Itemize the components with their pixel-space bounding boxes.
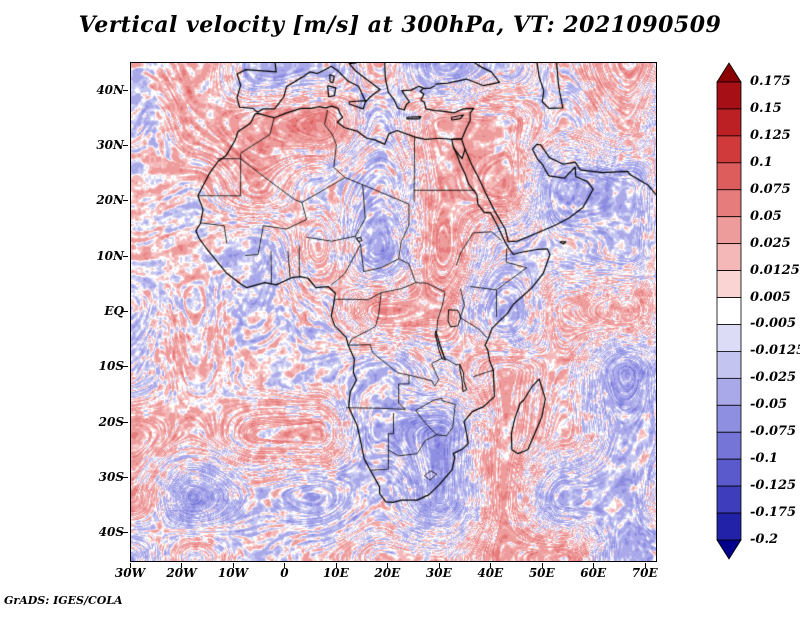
x-tick-mark <box>181 563 183 568</box>
grads-credit: GrADS: IGES/COLA <box>4 594 123 607</box>
colorbar-band <box>716 377 742 406</box>
colorbar-band <box>716 539 742 560</box>
colorbar-tick-label: 0.05 <box>750 208 782 224</box>
plot-title: Vertical velocity [m/s] at 300hPa, VT: 2… <box>78 12 722 38</box>
x-tick-label: 0 <box>280 566 289 580</box>
x-tick-mark <box>232 563 234 568</box>
y-tick-mark <box>123 532 128 534</box>
colorbar-tick-label: -0.175 <box>750 505 797 521</box>
colorbar-band <box>716 108 742 137</box>
colorbar-tick-label: 0.1 <box>750 154 773 170</box>
y-tick-mark <box>123 477 128 478</box>
colorbar-tick-label: -0.2 <box>750 532 779 547</box>
x-tick-label: 30W <box>114 566 146 580</box>
colorbar-band <box>716 162 742 191</box>
x-tick-label: 30E <box>425 566 452 580</box>
y-tick-label: EQ <box>104 304 124 318</box>
colorbar-band <box>716 243 742 271</box>
colorbar-band <box>716 324 742 352</box>
colorbar-tick-label: 0.025 <box>750 235 791 251</box>
colorbar-tick-label: 0.175 <box>750 74 791 89</box>
colorbar-gradient <box>716 62 742 560</box>
colorbar-tick-label: 0.075 <box>750 181 791 197</box>
y-tick-mark <box>123 200 128 202</box>
colorbar-band <box>716 189 742 218</box>
x-tick-label: 10W <box>217 566 249 580</box>
x-tick-mark <box>335 563 337 568</box>
colorbar-tick-label: -0.025 <box>750 370 797 386</box>
y-tick-label: 10N <box>96 248 124 263</box>
y-tick-mark <box>123 311 128 312</box>
colorbar-band <box>716 404 742 433</box>
x-tick-label: 70E <box>631 566 658 580</box>
x-tick-label: 10E <box>322 566 349 580</box>
y-tick-mark <box>123 366 128 368</box>
map-frame <box>130 62 657 562</box>
y-tick-mark <box>123 421 128 423</box>
colorbar-band <box>716 81 742 110</box>
colorbar-band <box>716 512 742 541</box>
colorbar-band <box>716 297 742 325</box>
colorbar-tick-label: 0.0125 <box>750 262 800 278</box>
colorbar-tick-label: 0.15 <box>750 100 782 116</box>
colorbar-tick-label: -0.0125 <box>750 343 800 359</box>
y-tick-label: 20S <box>98 414 124 429</box>
colorbar-tick-label: 0.005 <box>750 289 791 305</box>
y-tick-label: 40N <box>96 82 124 97</box>
x-tick-mark <box>130 563 131 568</box>
colorbar-band <box>716 485 742 514</box>
x-tick-mark <box>284 563 286 568</box>
colorbar-tick-label: -0.05 <box>750 397 788 413</box>
colorbar-tick-label: -0.075 <box>750 424 797 440</box>
colorbar-tick-label: -0.125 <box>750 478 797 494</box>
x-tick-mark <box>593 563 595 568</box>
y-tick-label: 20N <box>96 193 124 208</box>
y-tick-label: 30S <box>98 470 124 484</box>
x-tick-mark <box>387 563 389 568</box>
y-tick-mark <box>123 255 128 257</box>
colorbar <box>716 62 746 560</box>
y-tick-label: 10S <box>98 359 124 374</box>
x-tick-label: 60E <box>580 566 607 580</box>
y-tick-label: 30N <box>96 138 124 152</box>
x-tick-label: 20E <box>374 566 401 580</box>
colorbar-band <box>716 458 742 487</box>
x-tick-label: 50E <box>528 566 555 580</box>
x-tick-mark <box>644 563 646 568</box>
x-tick-mark <box>438 563 440 568</box>
x-tick-label: 20W <box>166 566 197 580</box>
colorbar-tick-label: -0.005 <box>750 316 797 332</box>
colorbar-tick-label: 0.125 <box>750 127 791 143</box>
colorbar-band <box>716 270 742 298</box>
map-canvas <box>131 63 656 561</box>
y-tick-mark <box>123 145 128 146</box>
colorbar-band <box>716 216 742 245</box>
y-tick-mark <box>123 89 128 91</box>
colorbar-band <box>716 62 742 83</box>
x-tick-mark <box>541 563 543 568</box>
x-tick-label: 40E <box>477 566 504 580</box>
colorbar-band <box>716 351 742 379</box>
colorbar-band <box>716 431 742 460</box>
y-tick-label: 40S <box>98 525 124 540</box>
x-tick-mark <box>490 563 492 568</box>
colorbar-tick-label: -0.1 <box>750 451 779 467</box>
colorbar-band <box>716 135 742 164</box>
